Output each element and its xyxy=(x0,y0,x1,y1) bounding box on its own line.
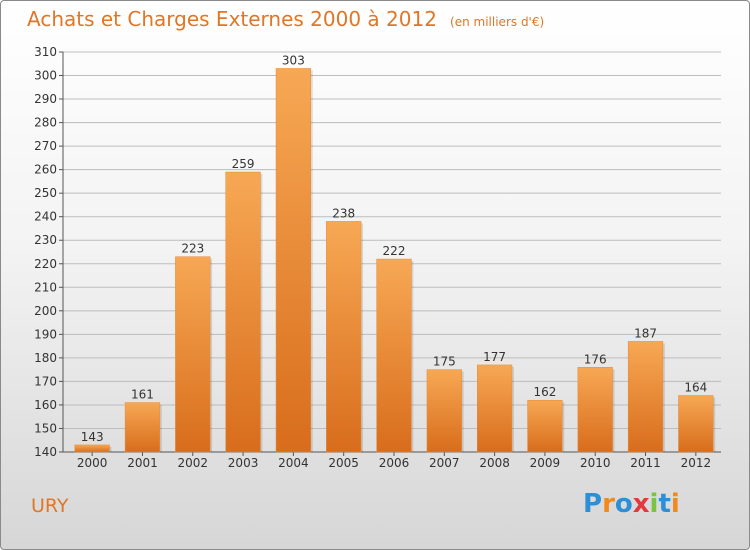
y-tick-label: 190 xyxy=(34,327,57,341)
bar xyxy=(527,399,563,453)
y-tick-label: 170 xyxy=(34,374,57,388)
data-label: 187 xyxy=(634,326,657,340)
bar xyxy=(124,402,161,453)
y-tick-label: 240 xyxy=(34,210,57,224)
y-tick-label: 150 xyxy=(34,421,57,435)
bar xyxy=(326,221,362,453)
data-label: 177 xyxy=(483,350,506,364)
logo-letter: i xyxy=(670,489,680,519)
location-label: URY xyxy=(31,495,69,517)
x-tick-label: 2008 xyxy=(479,456,510,470)
x-tick-label: 2001 xyxy=(127,456,158,470)
bars xyxy=(74,68,716,453)
title-row: Achats et Charges Externes 2000 à 2012 (… xyxy=(27,7,544,31)
labels: 140 150 160 170 180 190 200 210 220 230 240 250 260 2… xyxy=(34,45,711,470)
y-tick-label: 220 xyxy=(34,257,57,271)
data-label: 238 xyxy=(332,206,355,220)
x-tick-label: 2007 xyxy=(429,456,460,470)
data-label: 223 xyxy=(181,242,204,256)
x-tick-label: 2012 xyxy=(681,456,712,470)
data-label: 162 xyxy=(533,385,556,399)
y-tick-label: 200 xyxy=(34,304,57,318)
logo-letter: x xyxy=(632,489,650,519)
data-label: 143 xyxy=(81,430,104,444)
bar xyxy=(74,444,110,453)
y-tick-label: 290 xyxy=(34,92,57,106)
logo-letter: t xyxy=(658,489,671,519)
bar xyxy=(175,256,211,453)
y-tick-label: 280 xyxy=(34,116,57,130)
data-label: 164 xyxy=(684,381,707,395)
y-tick-label: 230 xyxy=(34,233,57,247)
bar xyxy=(477,364,513,453)
logo-letter: r xyxy=(602,489,615,519)
bar xyxy=(678,395,714,453)
y-tick-label: 210 xyxy=(34,280,57,294)
data-label: 303 xyxy=(282,53,305,67)
x-tick-label: 2005 xyxy=(328,456,359,470)
y-tick-label: 310 xyxy=(34,45,57,59)
proxiti-logo: Proxiti xyxy=(583,489,680,519)
x-tick-label: 2000 xyxy=(77,456,108,470)
bar xyxy=(376,258,412,453)
bar xyxy=(577,367,613,453)
y-tick-label: 270 xyxy=(34,139,57,153)
bar xyxy=(426,369,462,453)
data-label: 161 xyxy=(131,388,154,402)
x-tick-label: 2004 xyxy=(278,456,309,470)
data-label: 175 xyxy=(433,355,456,369)
bar xyxy=(225,171,261,453)
logo-letter: P xyxy=(583,489,603,519)
logo-letter: i xyxy=(649,489,659,519)
x-tick-label: 2006 xyxy=(379,456,410,470)
y-tick-label: 260 xyxy=(34,163,57,177)
x-tick-label: 2009 xyxy=(530,456,561,470)
data-label: 259 xyxy=(232,157,255,171)
y-tick-label: 160 xyxy=(34,398,57,412)
x-tick-label: 2002 xyxy=(177,456,208,470)
logo-letter: o xyxy=(614,489,633,519)
chart-unit: (en milliers d'€) xyxy=(450,15,545,29)
data-label: 222 xyxy=(383,244,406,258)
bar xyxy=(627,341,664,453)
x-tick-label: 2003 xyxy=(228,456,259,470)
data-label: 176 xyxy=(584,352,607,366)
y-tick-label: 140 xyxy=(34,445,57,459)
x-tick-label: 2011 xyxy=(630,456,661,470)
x-tick-label: 2010 xyxy=(580,456,611,470)
y-tick-label: 180 xyxy=(34,351,57,365)
bar xyxy=(275,68,311,453)
y-tick-label: 300 xyxy=(34,69,57,83)
y-tick-label: 250 xyxy=(34,186,57,200)
chart-title: Achats et Charges Externes 2000 à 2012 xyxy=(27,7,437,31)
